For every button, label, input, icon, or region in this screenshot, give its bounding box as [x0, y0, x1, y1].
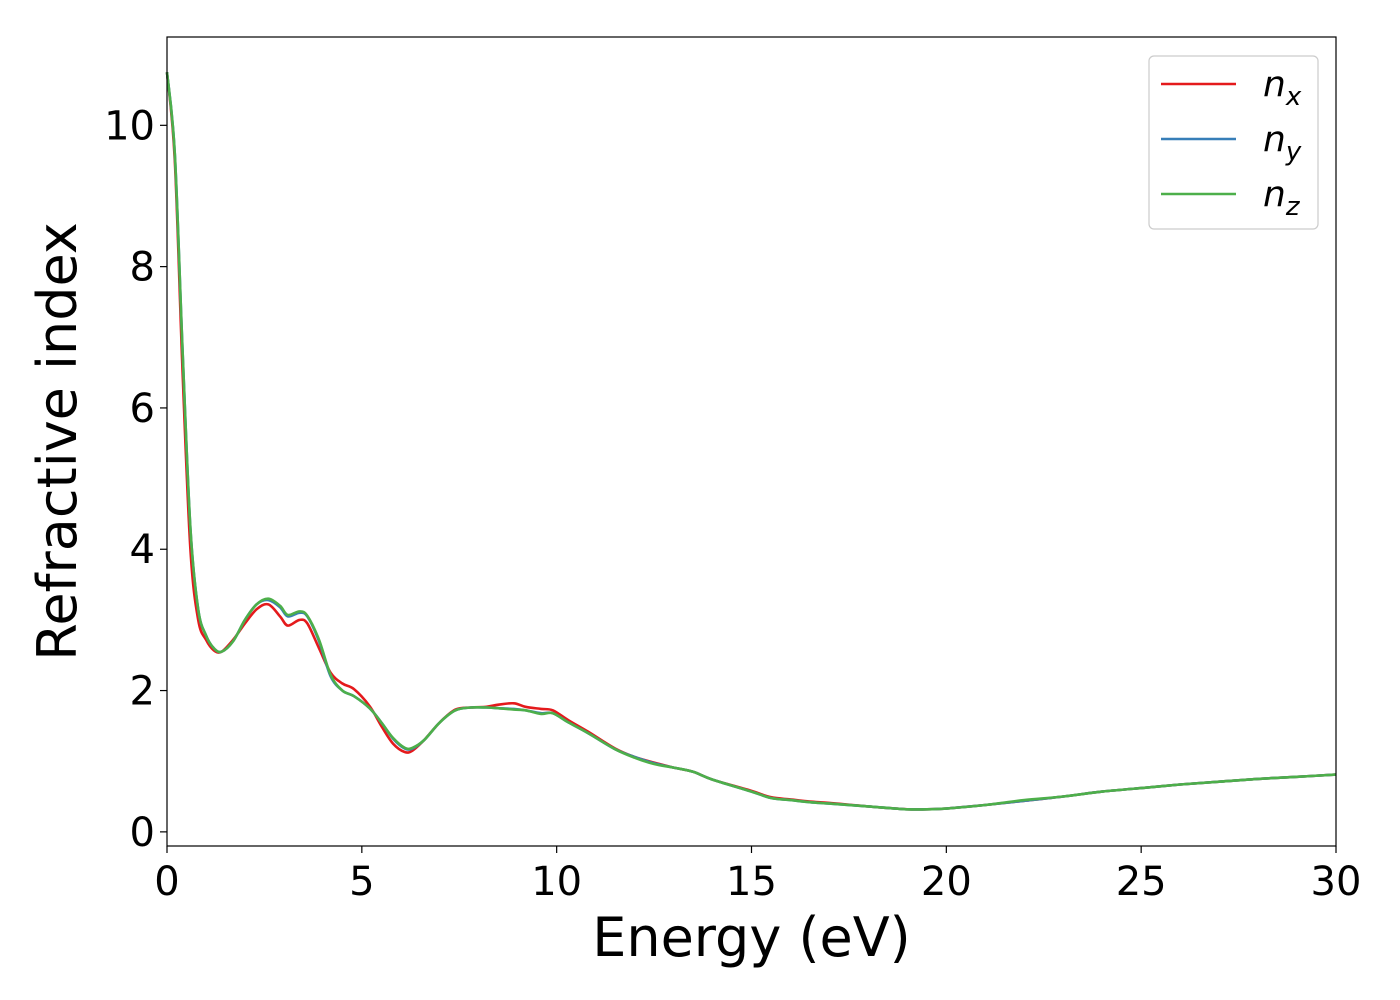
x-tick-label: 5: [349, 859, 374, 905]
y-tick-label: 6: [130, 386, 155, 432]
legend: nx ny nz: [1148, 55, 1319, 230]
legend-label-nx: nx: [1263, 64, 1302, 112]
series-line-nz: [165, 72, 1337, 811]
y-axis-ticks: 0 2 4 6 8 10: [104, 103, 167, 856]
y-tick-label: 8: [130, 245, 155, 291]
y-axis-title: Refractive index: [26, 222, 89, 661]
series-lines: [165, 72, 1337, 811]
y-tick-label: 0: [130, 810, 155, 856]
x-tick-label: 30: [1311, 859, 1362, 905]
x-tick-label: 25: [1116, 859, 1167, 905]
x-tick-label: 20: [921, 859, 972, 905]
y-tick-label: 2: [130, 669, 155, 715]
y-tick-label: 10: [104, 103, 155, 149]
x-tick-label: 15: [726, 859, 777, 905]
legend-label-nz: nz: [1263, 174, 1301, 222]
x-tick-label: 0: [154, 859, 179, 905]
legend-label-ny: ny: [1263, 119, 1302, 167]
x-axis-ticks: 0 5 10 15 20 25 30: [154, 846, 1361, 905]
x-tick-label: 10: [531, 859, 582, 905]
y-tick-label: 4: [130, 527, 155, 573]
x-axis-title: Energy (eV): [592, 906, 911, 969]
legend-box: [1148, 55, 1319, 230]
